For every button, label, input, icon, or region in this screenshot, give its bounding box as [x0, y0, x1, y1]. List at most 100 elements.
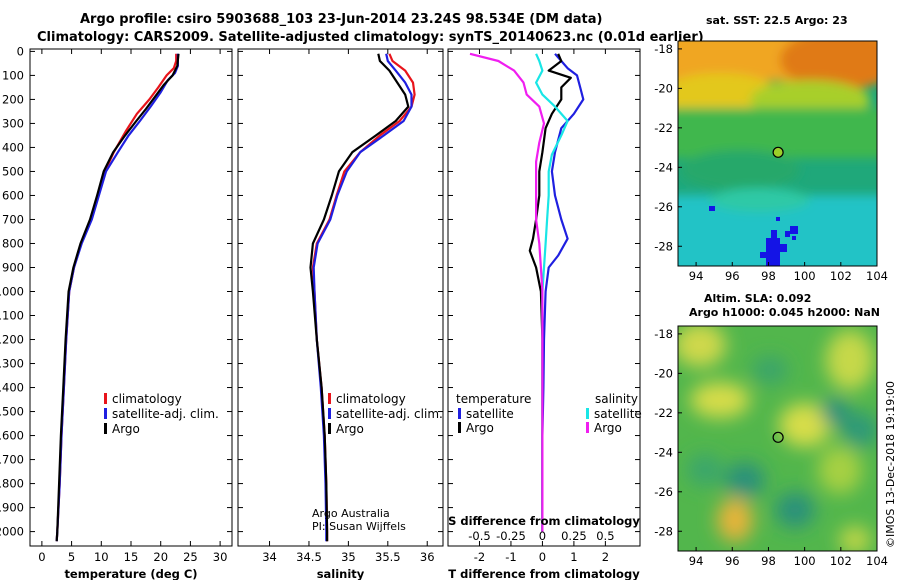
sst_map-x-tick-label: 104 [866, 269, 888, 283]
depth-tick-label: 1600 [0, 429, 24, 443]
sla_map-x-tick-label: 100 [794, 554, 816, 568]
diff-legend-temperature-title: temperature [456, 392, 531, 406]
difference-x-tick-label: 2 [602, 550, 609, 564]
temperature-x-tick-label: 10 [94, 550, 109, 564]
salinity-legend-label: climatology [336, 392, 406, 406]
sst_map-y-tick-label: -22 [654, 121, 673, 135]
sla_map-x-tick-label: 104 [866, 554, 888, 568]
sla_map-y-tick-label: -28 [654, 524, 673, 538]
sla-heatmap [678, 326, 877, 551]
depth-tick-label: 1200 [0, 333, 24, 347]
depth-tick-label: 600 [2, 188, 24, 202]
depth-tick-label: 300 [2, 116, 24, 130]
sst-argo-position-marker [772, 146, 784, 158]
sla_map-y-tick-label: -24 [654, 445, 673, 459]
diff-legend-label: Argo [594, 421, 622, 435]
salinity-x-tick-label: 35.5 [375, 550, 401, 564]
sst_map-y-tick-label: -24 [654, 160, 673, 174]
depth-tick-label: 500 [2, 164, 24, 178]
depth-tick-label: 2000 [0, 525, 24, 539]
salinity-x-tick-label: 36 [420, 550, 435, 564]
difference-plot-frame [447, 48, 641, 547]
depth-tick-label: 1900 [0, 501, 24, 515]
salinity-plot-frame [237, 48, 444, 547]
depth-tick-label: 400 [2, 140, 24, 154]
temperature-series-argo [55, 53, 180, 542]
sla_map-x-tick-label: 98 [761, 554, 776, 568]
sla_map-x-tick-label: 102 [830, 554, 852, 568]
sla_map-y-tick-label: -18 [654, 327, 673, 341]
depth-tick-label: 1700 [0, 453, 24, 467]
sla-map-panel: Altim. SLA: 0.092 Argo h1000: 0.045 h200… [654, 292, 888, 568]
sla-map-title-line2: Argo h1000: 0.045 h2000: NaN [689, 306, 880, 319]
sst-map-panel: sat. SST: 22.5 Argo: 23 [654, 14, 888, 283]
temperature-x-tick-label: 25 [183, 550, 198, 564]
temperature-x-tick-label: 5 [68, 550, 75, 564]
depth-tick-label: 900 [2, 260, 24, 274]
argo-credit-line: PI: Susan Wijffels [312, 520, 406, 533]
temperature-legend-swatch [104, 393, 107, 404]
depth-tick-label: 1800 [0, 477, 24, 491]
sla_map-y-tick-label: -22 [654, 406, 673, 420]
diff-s-tick-label: 0.25 [561, 529, 587, 543]
sst_map-y-tick-label: -26 [654, 200, 673, 214]
depth-tick-label: 200 [2, 92, 24, 106]
sst_map-x-tick-label: 96 [725, 269, 740, 283]
salinity-x-axis-label: salinity [317, 567, 365, 580]
temperature-legend-swatch [104, 423, 107, 434]
temperature-legend-label: climatology [112, 392, 182, 406]
salinity-x-tick-label: 34.5 [296, 550, 322, 564]
salinity-legend-label: satellite-adj. clim. [336, 407, 443, 421]
diff-legend-label: satellite [594, 407, 642, 421]
depth-tick-label: 1300 [0, 357, 24, 371]
imos-credit: ©IMOS 13-Dec-2018 19:19:00 [884, 381, 897, 548]
diff-s-axis-label: S difference from climatology [448, 514, 640, 528]
difference-x-tick-label: 0 [539, 550, 546, 564]
diff-legend-label: satellite [466, 407, 514, 421]
difference-x-tick-label: -1 [505, 550, 516, 564]
sst_map-y-tick-label: -20 [654, 81, 673, 95]
diff-s-tick-label: 0 [539, 529, 546, 543]
diff-legend-swatch [458, 408, 461, 419]
sst_map-y-tick-label: -28 [654, 239, 673, 253]
depth-tick-label: 1500 [0, 405, 24, 419]
diff-s-tick-label: -0.5 [468, 529, 490, 543]
figure-title-line1: Argo profile: csiro 5903688_103 23-Jun-2… [80, 12, 602, 27]
depth-tick-label: 0 [17, 44, 24, 58]
figure-title-line2: Climatology: CARS2009. Satellite-adjuste… [37, 30, 704, 45]
argo-credit-line: Argo Australia [312, 507, 390, 520]
depth-tick-label: 100 [2, 68, 24, 82]
sla-argo-position-marker [772, 431, 784, 443]
depth-tick-label: 800 [2, 236, 24, 250]
depth-tick-label: 1400 [0, 381, 24, 395]
sla_map-y-tick-label: -20 [654, 366, 673, 380]
difference-x-axis-label: T difference from climatology [448, 567, 640, 580]
temperature-x-tick-label: 30 [213, 550, 228, 564]
salinity-legend-label: Argo [336, 422, 364, 436]
depth-tick-label: 1000 [0, 284, 24, 298]
diff-legend-label: Argo [466, 421, 494, 435]
sst_map-x-tick-label: 98 [761, 269, 776, 283]
depth-tick-label: 700 [2, 212, 24, 226]
temperature-x-tick-label: 20 [153, 550, 168, 564]
diff-legend-swatch [586, 408, 589, 419]
temperature-x-tick-label: 0 [38, 550, 45, 564]
salinity-legend-swatch [328, 393, 331, 404]
salinity-x-tick-label: 35 [341, 550, 356, 564]
sla_map-y-tick-label: -26 [654, 485, 673, 499]
diff-s-tick-label: -0.25 [496, 529, 526, 543]
salinity-series-argo [309, 53, 410, 542]
salinity-legend-swatch [328, 408, 331, 419]
sla-map-title-line1: Altim. SLA: 0.092 [704, 292, 811, 305]
sst_map-x-tick-label: 100 [794, 269, 816, 283]
salinity-panel: 34 34.5 35 35.5 36 salinity climatologysatelli… [237, 48, 444, 580]
sst-land-pixels [709, 206, 798, 266]
temperature-panel: 0100200300400500600700800900100011001200… [0, 44, 233, 580]
difference-x-tick-label: 1 [570, 550, 577, 564]
difference-panel: -2 -1 0 1 2 T difference from climatology temp… [447, 48, 642, 580]
diff-legend-swatch [586, 422, 589, 433]
diff-s-tick-label: 0.5 [596, 529, 614, 543]
sla_map-x-tick-label: 94 [689, 554, 704, 568]
temperature-x-tick-label: 15 [124, 550, 139, 564]
sst_map-x-tick-label: 102 [830, 269, 852, 283]
